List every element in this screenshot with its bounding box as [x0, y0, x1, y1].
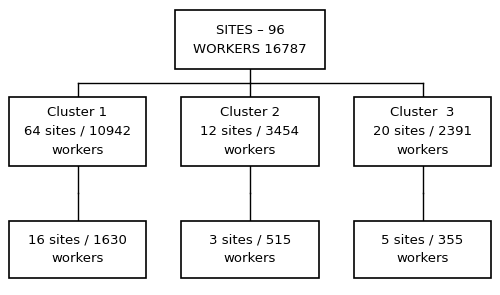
Text: 16 sites / 1630
workers: 16 sites / 1630 workers [28, 233, 127, 265]
FancyBboxPatch shape [8, 97, 146, 166]
FancyBboxPatch shape [354, 221, 491, 278]
FancyBboxPatch shape [175, 10, 325, 69]
Text: Cluster  3
20 sites / 2391
workers: Cluster 3 20 sites / 2391 workers [373, 106, 472, 157]
Text: Cluster 1
64 sites / 10942
workers: Cluster 1 64 sites / 10942 workers [24, 106, 131, 157]
FancyBboxPatch shape [8, 221, 146, 278]
FancyBboxPatch shape [354, 97, 491, 166]
FancyBboxPatch shape [181, 97, 319, 166]
Text: 3 sites / 515
workers: 3 sites / 515 workers [209, 233, 291, 265]
FancyBboxPatch shape [181, 221, 319, 278]
Text: SITES – 96
WORKERS 16787: SITES – 96 WORKERS 16787 [193, 24, 307, 56]
Text: Cluster 2
12 sites / 3454
workers: Cluster 2 12 sites / 3454 workers [200, 106, 300, 157]
Text: 5 sites / 355
workers: 5 sites / 355 workers [382, 233, 464, 265]
